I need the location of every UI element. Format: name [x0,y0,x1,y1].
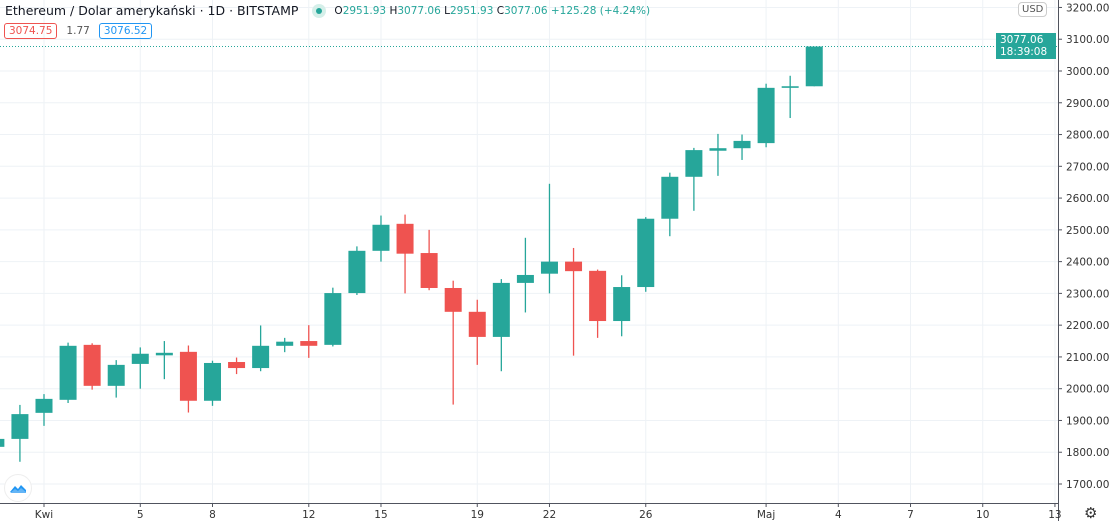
candle-body [757,87,775,144]
symbol-title[interactable]: Ethereum / Dolar amerykański · 1D · BITS… [5,3,299,18]
time-tick-label: 13 [1048,509,1061,521]
price-tick-label: 2600.00 [1066,193,1109,205]
candle-body [324,293,342,345]
ohlc-values: O2951.93 H3077.06 L2951.93 C3077.06 +125… [334,5,650,17]
time-tick-label: 22 [543,509,556,521]
price-tick-label: 2000.00 [1066,384,1109,396]
candle-body [107,364,125,386]
sell-price-button[interactable]: 3074.75 [4,23,58,39]
price-tick-label: 3100.00 [1066,34,1109,46]
price-axis [1058,0,1116,521]
spread-value: 1.77 [66,25,90,37]
candle-body [420,253,438,288]
price-tick-label: 2100.00 [1066,352,1109,364]
currency-button[interactable]: USD [1018,2,1048,17]
candle-body [468,311,486,337]
time-tick-label: 26 [639,509,653,521]
candle-body [203,362,221,401]
price-tick-label: 2700.00 [1066,161,1109,173]
high-label: H [389,4,398,17]
candle-body [444,287,462,312]
candle-body [11,414,29,439]
candle-body [300,341,318,346]
candle-body [179,351,197,401]
close-value: 3077.06 [504,4,548,17]
chart-legend: Ethereum / Dolar amerykański · 1D · BITS… [5,3,650,18]
candle-body [35,398,53,413]
candle-body [709,148,727,151]
candle-body [661,176,679,219]
bid-ask-panel: 3074.75 1.77 3076.52 [4,23,153,39]
change-value: +125.28 (+4.24%) [550,4,651,17]
candle-body [0,438,5,447]
price-tick-label: 2300.00 [1066,288,1109,300]
time-tick-label: Kwi [35,509,53,521]
candle-body [685,150,703,177]
time-axis [0,503,1116,521]
last-price-label: 3077.06 18:39:08 [996,33,1056,59]
price-tick-label: 3000.00 [1066,66,1109,78]
candle-body [733,140,751,149]
candle-body [637,218,655,288]
market-open-dot-icon [312,3,327,18]
time-tick-label: 4 [835,509,842,521]
candle-body [155,352,173,356]
candle-body [589,270,607,322]
price-tick-label: 2500.00 [1066,225,1109,237]
candle-body [83,344,101,386]
candle-body [228,362,246,369]
open-label: O [334,4,343,17]
buy-price-button[interactable]: 3076.52 [98,23,153,39]
low-label: L [444,4,450,17]
time-tick-label: 7 [907,509,914,521]
candle-body [492,282,510,337]
price-tick-label: 2900.00 [1066,98,1109,110]
time-tick-label: Maj [757,509,775,521]
price-tick-label: 2200.00 [1066,320,1109,332]
price-tick-label: 2800.00 [1066,130,1109,142]
candle-body [781,86,799,88]
close-label: C [496,4,505,17]
time-tick-label: 10 [976,509,989,521]
bar-countdown: 18:39:08 [1000,46,1048,58]
time-tick-label: 8 [209,509,216,521]
price-tick-label: 3200.00 [1066,2,1109,14]
time-tick-label: 15 [374,509,387,521]
open-value: 2951.93 [342,4,387,17]
candle-body [276,341,294,346]
candle-body [348,250,366,294]
price-tick-label: 1800.00 [1066,447,1109,459]
time-tick-label: 5 [137,509,144,521]
price-tick-label: 2400.00 [1066,257,1109,269]
last-price-value: 3077.06 [1000,34,1044,46]
candle-body [516,274,534,283]
candle-body [252,345,270,369]
candle-body [131,353,149,364]
low-value: 2951.93 [449,4,494,17]
candle-body [372,224,390,251]
time-tick-label: 19 [471,509,484,521]
candle-body [540,261,558,274]
candle-body [396,223,414,254]
gear-icon[interactable]: ⚙ [1084,504,1098,522]
tradingview-cloud-icon[interactable] [4,474,32,502]
candle-body [59,345,77,400]
candle-body [805,46,823,87]
price-tick-label: 1700.00 [1066,479,1109,491]
time-tick-label: 12 [302,509,315,521]
candle-body [565,261,583,272]
price-tick-label: 1900.00 [1066,415,1109,427]
high-value: 3077.06 [397,4,441,17]
candle-body [613,287,631,322]
